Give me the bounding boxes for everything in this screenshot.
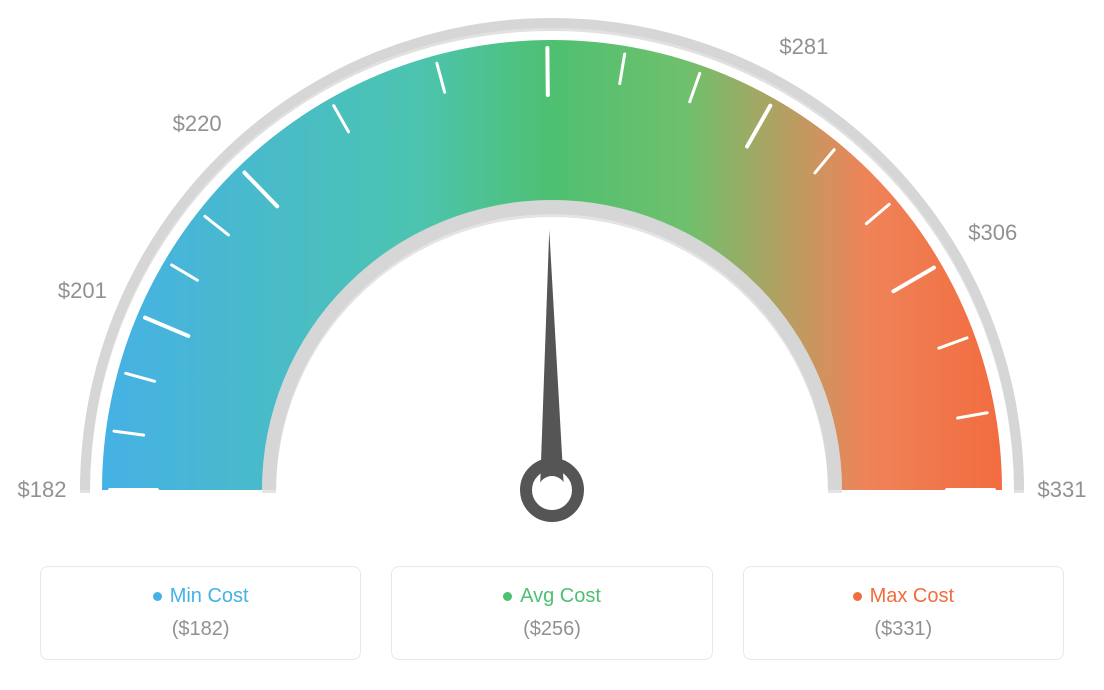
legend-value: ($331) — [756, 618, 1051, 641]
legend-dot-icon — [503, 592, 512, 601]
gauge-container: $182$201$220$256$281$306$331 — [0, 0, 1104, 540]
legend-title: Max Cost — [870, 585, 954, 608]
gauge-tick-label: $306 — [968, 220, 1017, 246]
gauge-tick-label: $182 — [18, 477, 67, 503]
gauge-tick-label: $201 — [58, 278, 107, 304]
legend-title-row: Min Cost — [53, 585, 348, 608]
legend-dot-icon — [153, 592, 162, 601]
legend-value: ($256) — [404, 618, 699, 641]
gauge-tick-label: $331 — [1038, 477, 1087, 503]
legend-card: Min Cost ($182) — [40, 566, 361, 660]
legend-row: Min Cost ($182) Avg Cost ($256) Max Cost ($33… — [0, 566, 1104, 660]
legend-value: ($182) — [53, 618, 348, 641]
legend-title: Min Cost — [170, 585, 249, 608]
legend-dot-icon — [853, 592, 862, 601]
legend-card: Max Cost ($331) — [743, 566, 1064, 660]
legend-card: Avg Cost ($256) — [391, 566, 712, 660]
gauge-tick-label: $220 — [173, 111, 222, 137]
legend-title-row: Max Cost — [756, 585, 1051, 608]
gauge-tick-label: $281 — [779, 34, 828, 60]
legend-title: Avg Cost — [520, 585, 601, 608]
gauge-chart — [0, 0, 1104, 540]
legend-title-row: Avg Cost — [404, 585, 699, 608]
